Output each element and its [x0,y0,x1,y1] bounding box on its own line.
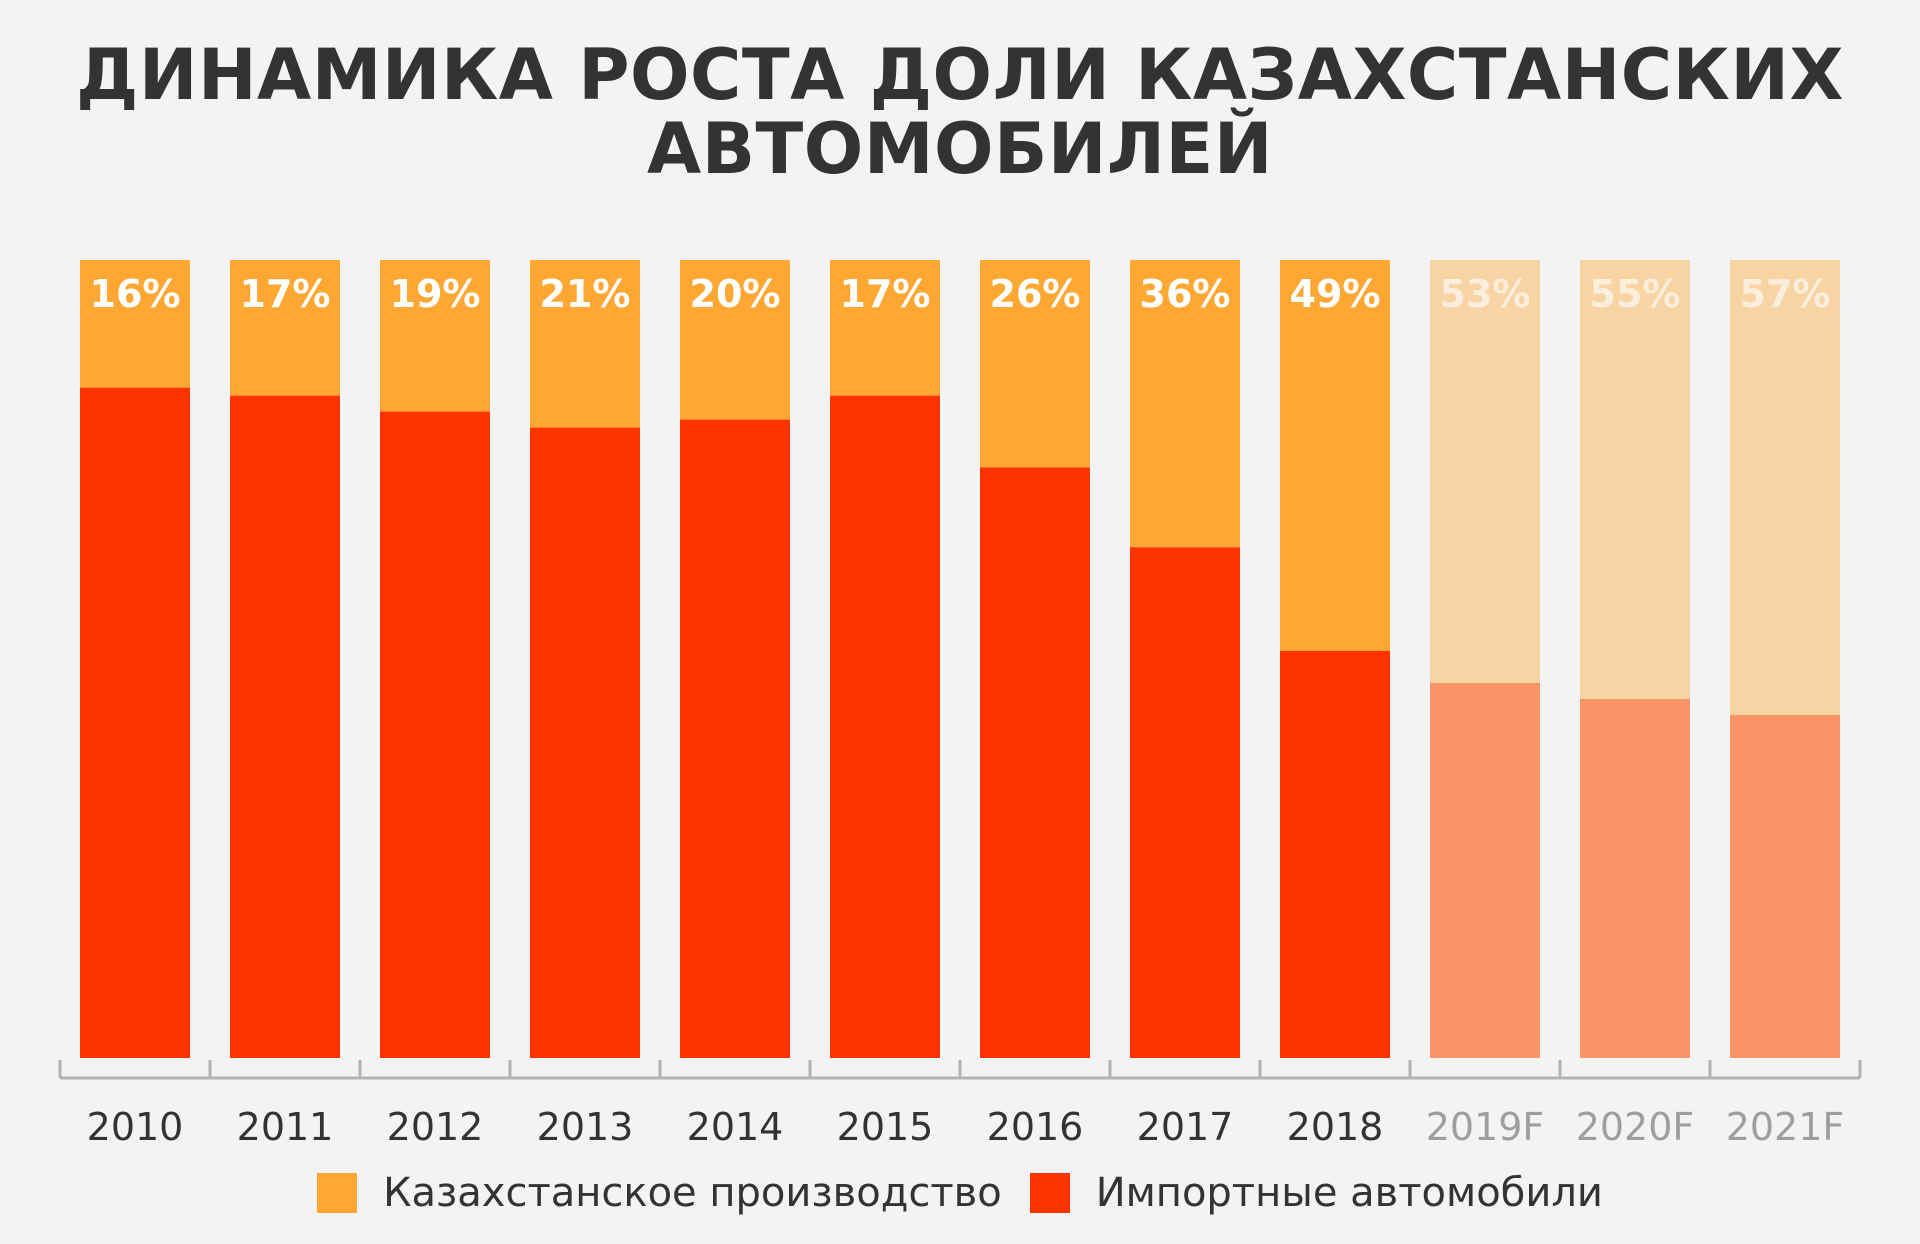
bar-imported-2010 [80,387,190,1058]
bar-imported-2014 [680,419,790,1059]
data-label-2019F: 53% [1440,272,1531,316]
data-label-2010: 16% [90,272,181,316]
bar-domestic-2021F [1730,260,1840,715]
tick-label-2010: 2010 [87,1105,184,1149]
bar-domestic-2011 [230,260,340,396]
tick-label-2017: 2017 [1137,1105,1234,1149]
legend-item-imported: Импортные автомобили [1029,1170,1603,1216]
bar-domestic-2020F [1580,260,1690,699]
legend-swatch-imported [1029,1173,1070,1213]
tick-label-2015: 2015 [837,1105,934,1149]
bar-imported-2015 [830,395,940,1058]
bar-domestic-2013 [530,260,640,428]
bar-domestic-2019F [1430,260,1540,683]
data-label-2021F: 57% [1740,272,1831,316]
bar-imported-2018 [1280,651,1390,1058]
legend-label-domestic: Казахстанское производство [383,1170,1002,1216]
bar-domestic-2017 [1130,260,1240,548]
data-label-2017: 36% [1140,272,1231,316]
data-label-2014: 20% [690,272,781,316]
bar-imported-2017 [1130,547,1240,1058]
bar-imported-2020F [1580,698,1690,1058]
bar-domestic-2016 [980,260,1090,468]
bar-domestic-2012 [380,260,490,412]
tick-label-2013: 2013 [537,1105,634,1149]
tick-label-2021F: 2021F [1726,1105,1845,1149]
bar-imported-2019F [1430,682,1540,1058]
chart-title: ДИНАМИКА РОСТА ДОЛИ КАЗАХСТАНСКИХ АВТОМО… [0,38,1920,186]
tick-label-2014: 2014 [687,1105,784,1149]
bar-domestic-2015 [830,260,940,396]
bar-domestic-2018 [1280,260,1390,652]
data-label-2016: 26% [990,272,1081,316]
legend-item-domestic: Казахстанское производство [317,1170,1002,1216]
bar-imported-2016 [980,467,1090,1059]
tick-label-2016: 2016 [987,1105,1084,1149]
data-label-2013: 21% [540,272,631,316]
data-label-2012: 19% [390,272,481,316]
tick-label-2020F: 2020F [1576,1105,1695,1149]
data-label-2020F: 55% [1590,272,1681,316]
bar-imported-2013 [530,427,640,1059]
bar-domestic-2014 [680,260,790,420]
data-label-2018: 49% [1290,272,1381,316]
chart-title-line-2: АВТОМОБИЛЕЙ [647,108,1273,190]
data-label-2015: 17% [840,272,931,316]
legend-swatch-domestic [317,1173,358,1213]
legend: Казахстанское производство Импортные авт… [0,1170,1920,1216]
tick-label-2018: 2018 [1287,1105,1384,1149]
tick-label-2012: 2012 [387,1105,484,1149]
tick-label-2019F: 2019F [1426,1105,1545,1149]
data-label-2011: 17% [240,272,331,316]
bar-imported-2021F [1730,714,1840,1058]
tick-label-2011: 2011 [237,1105,334,1149]
legend-label-imported: Импортные автомобили [1095,1170,1603,1216]
bar-domestic-2010 [80,260,190,388]
bar-imported-2012 [380,411,490,1058]
chart-title-line-1: ДИНАМИКА РОСТА ДОЛИ КАЗАХСТАНСКИХ [76,34,1844,116]
bar-imported-2011 [230,395,340,1058]
